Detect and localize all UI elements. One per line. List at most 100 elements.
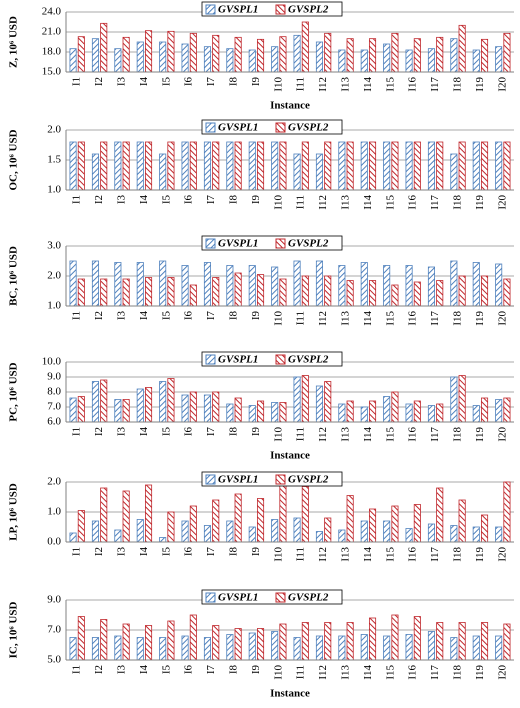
bar [234,628,242,661]
y-tick-label: 1.0 [47,506,61,518]
x-tick-label: I14 [362,195,374,210]
bar [503,32,511,73]
legend-swatch [205,238,216,249]
bar [256,498,265,543]
x-tick-label: I2 [93,665,105,674]
y-tick-label: 18.0 [42,46,62,58]
bar [436,487,444,543]
bar [271,519,279,543]
x-tick-label: I2 [93,311,105,320]
legend-swatch [205,4,216,15]
bar [167,620,175,661]
bar [503,278,511,307]
x-tick-label: I14 [362,77,374,92]
bar [234,141,242,191]
legend-swatch [205,354,216,365]
y-tick-label: 9.0 [47,594,61,606]
x-tick-label: I20 [496,311,508,326]
bar [450,376,458,423]
bar [458,275,466,307]
bar [427,631,436,661]
legend-label: GVSPL1 [218,474,258,486]
y-tick-label: 2.0 [47,476,61,488]
bar [136,262,144,307]
bar [391,32,399,73]
x-tick-label: I6 [183,311,195,321]
bar [136,388,144,423]
bar [100,619,108,661]
bar [159,381,167,423]
x-tick-label: I20 [496,77,508,92]
bar [480,622,489,661]
bar [324,381,332,423]
bar [69,532,77,543]
x-tick-label: I13 [340,195,352,210]
bar [458,622,466,661]
x-tick-label: I5 [160,311,172,321]
bar [383,265,391,307]
bar [159,537,167,543]
legend-label: GVSPL1 [218,592,258,604]
x-tick-label: I5 [160,77,172,87]
bar [181,141,189,191]
x-tick-label: I12 [317,427,329,442]
bar [100,278,108,307]
bar [159,153,167,191]
bar [427,141,436,191]
x-tick-label: I3 [116,195,128,205]
bar [301,275,309,307]
bar [315,385,324,423]
bar [114,635,122,661]
x-tick-label: I10 [272,77,284,92]
bar [413,38,421,73]
legend-label: GVSPL1 [218,122,258,134]
bar [495,399,503,423]
x-tick-label: I8 [228,311,240,321]
x-tick-label: I13 [340,77,352,92]
bar [144,30,153,73]
bar [338,635,346,661]
bar [324,275,332,307]
x-tick-label: I12 [317,195,329,210]
bar [122,141,130,191]
bar [338,141,346,191]
x-tick-label: I14 [362,547,374,562]
x-tick-label: I8 [228,547,240,557]
x-tick-label: I3 [116,311,128,321]
bar [324,141,332,191]
bar [91,38,100,73]
x-tick-label: I4 [138,427,150,437]
bar [248,405,256,423]
bar [436,403,444,423]
bar [293,637,301,661]
bar [159,260,167,307]
bar [144,484,153,543]
y-tick-label: 3.0 [47,240,61,252]
x-tick-label: I1 [71,77,83,86]
bar [100,487,108,543]
x-tick-label: I16 [407,427,419,442]
x-tick-label: I16 [407,665,419,680]
y-tick-label: 24.0 [42,6,62,18]
bar [368,508,377,543]
x-tick-label: I12 [317,77,329,92]
bar [383,396,391,423]
bar [458,375,466,423]
x-tick-label: I13 [340,547,352,562]
x-tick-label: I9 [250,427,262,437]
bar [136,637,144,661]
y-tick-label: 1.0 [47,300,61,312]
bar [472,526,480,543]
x-tick-label: I17 [429,77,441,92]
x-tick-label: I8 [228,77,240,87]
legend-label: GVSPL2 [288,592,329,604]
bar [100,141,108,191]
bar [495,46,503,73]
x-tick-label: I6 [183,547,195,557]
x-axis-title: Instance [270,100,310,112]
bar [436,36,444,73]
bar [405,265,413,307]
bar [114,529,122,543]
bar [248,526,256,543]
x-tick-label: I19 [474,195,486,210]
